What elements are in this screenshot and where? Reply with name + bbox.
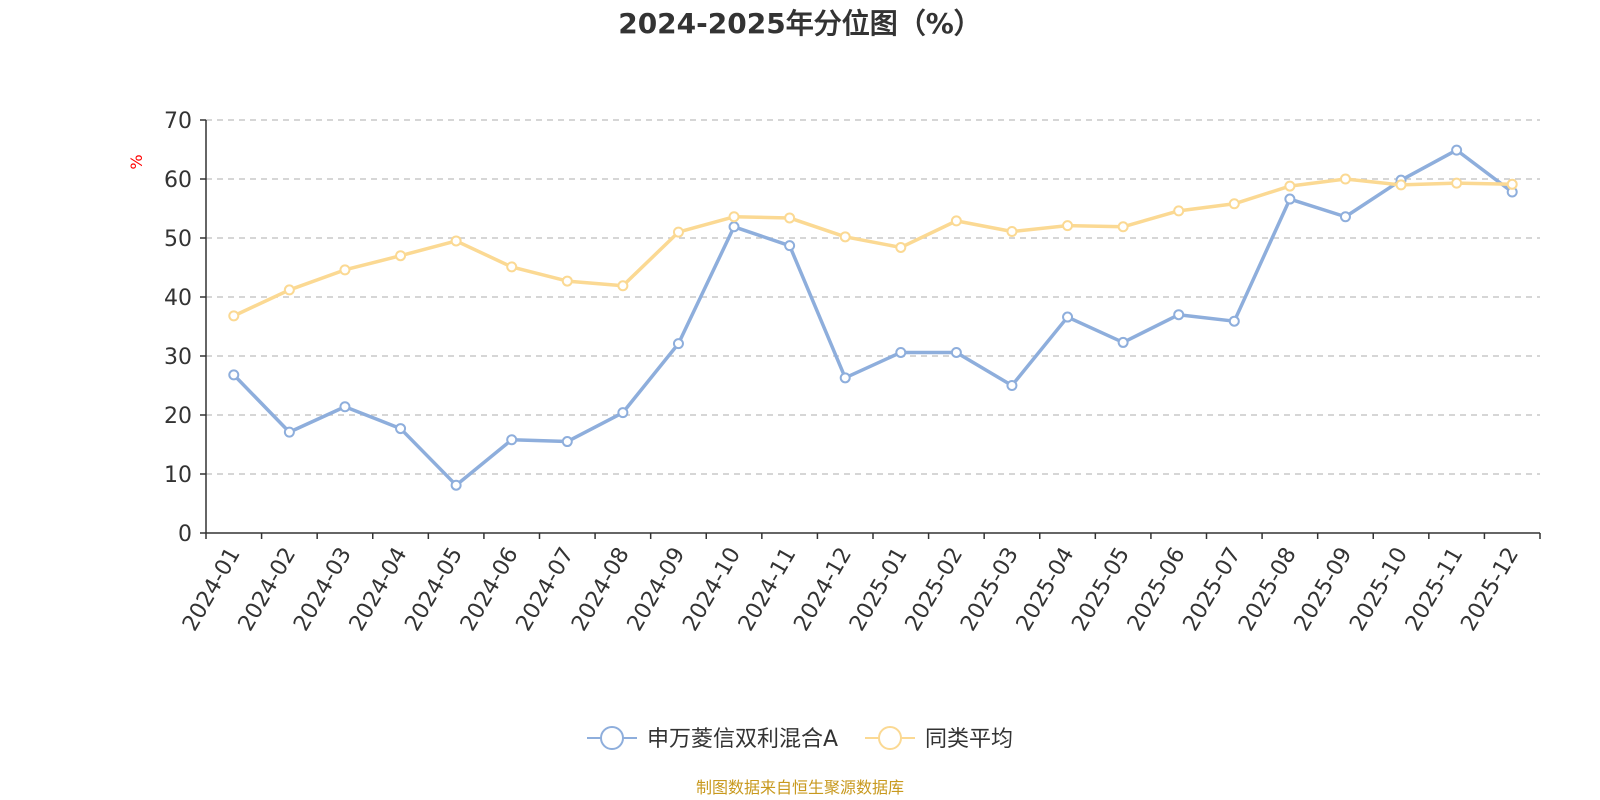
data-point[interactable] — [1395, 179, 1407, 191]
data-point[interactable] — [672, 226, 684, 238]
data-point[interactable] — [283, 426, 295, 438]
y-tick-label: 60 — [164, 168, 192, 193]
data-point[interactable] — [1284, 193, 1296, 205]
data-point[interactable] — [339, 401, 351, 413]
data-point[interactable] — [1339, 173, 1351, 185]
legend-label: 同类平均 — [925, 727, 1013, 752]
data-point[interactable] — [728, 211, 740, 223]
data-point[interactable] — [450, 479, 462, 491]
data-point[interactable] — [228, 310, 240, 322]
data-point[interactable] — [561, 436, 573, 448]
data-point[interactable] — [228, 369, 240, 381]
data-point[interactable] — [283, 284, 295, 296]
data-point[interactable] — [895, 241, 907, 253]
gridlines — [206, 119, 1540, 475]
data-point[interactable] — [450, 235, 462, 247]
data-point[interactable] — [506, 261, 518, 273]
data-point[interactable] — [672, 338, 684, 350]
series-line — [232, 148, 1514, 487]
y-axis-label: % — [127, 154, 146, 169]
data-point[interactable] — [950, 346, 962, 358]
y-tick-label: 0 — [178, 522, 192, 547]
data-point[interactable] — [784, 240, 796, 252]
data-point[interactable] — [950, 215, 962, 227]
data-point[interactable] — [1117, 221, 1129, 233]
chart-title: 2024-2025年分位图（%） — [618, 7, 982, 40]
data-point[interactable] — [728, 221, 740, 233]
data-point[interactable] — [1006, 226, 1018, 238]
data-point[interactable] — [395, 423, 407, 435]
data-point[interactable] — [1062, 311, 1074, 323]
legend-item-2[interactable]: 同类平均 — [865, 726, 1013, 752]
data-point[interactable] — [1339, 211, 1351, 223]
series-line — [233, 177, 1513, 318]
data-point[interactable] — [1228, 315, 1240, 327]
y-tick-label: 30 — [164, 345, 192, 370]
legend-marker — [600, 726, 624, 750]
y-tick-label: 70 — [164, 109, 192, 134]
data-point[interactable] — [617, 280, 629, 292]
legend-marker — [878, 726, 902, 750]
data-point[interactable] — [395, 250, 407, 262]
y-tick-label: 40 — [164, 286, 192, 311]
data-point[interactable] — [617, 407, 629, 419]
data-point[interactable] — [1117, 336, 1129, 348]
data-point[interactable] — [839, 372, 851, 384]
data-point[interactable] — [784, 212, 796, 224]
data-point[interactable] — [1451, 177, 1463, 189]
data-point[interactable] — [1284, 180, 1296, 192]
data-point[interactable] — [839, 231, 851, 243]
series-1 — [228, 144, 1518, 491]
data-point[interactable] — [1062, 220, 1074, 232]
legend: 申万菱信双利混合A 同类平均 — [587, 726, 1013, 752]
axes: 0102030405060702024-012024-022024-032024… — [164, 109, 1541, 635]
data-point[interactable] — [1173, 309, 1185, 321]
data-point[interactable] — [561, 275, 573, 287]
series-lines — [228, 144, 1518, 491]
y-tick-label: 20 — [164, 404, 192, 429]
series-2 — [228, 173, 1518, 322]
data-point[interactable] — [1506, 178, 1518, 190]
data-point[interactable] — [339, 264, 351, 276]
legend-label: 申万菱信双利混合A — [647, 727, 838, 752]
source-note: 制图数据来自恒生聚源数据库 — [696, 778, 904, 797]
legend-item-1[interactable]: 申万菱信双利混合A — [587, 726, 838, 752]
data-point[interactable] — [1173, 205, 1185, 217]
y-tick-label: 10 — [164, 463, 192, 488]
data-point[interactable] — [895, 346, 907, 358]
y-tick-label: 50 — [164, 227, 192, 252]
data-point[interactable] — [1228, 198, 1240, 210]
data-point[interactable] — [1006, 380, 1018, 391]
data-point[interactable] — [506, 434, 518, 446]
data-point[interactable] — [1451, 144, 1463, 156]
